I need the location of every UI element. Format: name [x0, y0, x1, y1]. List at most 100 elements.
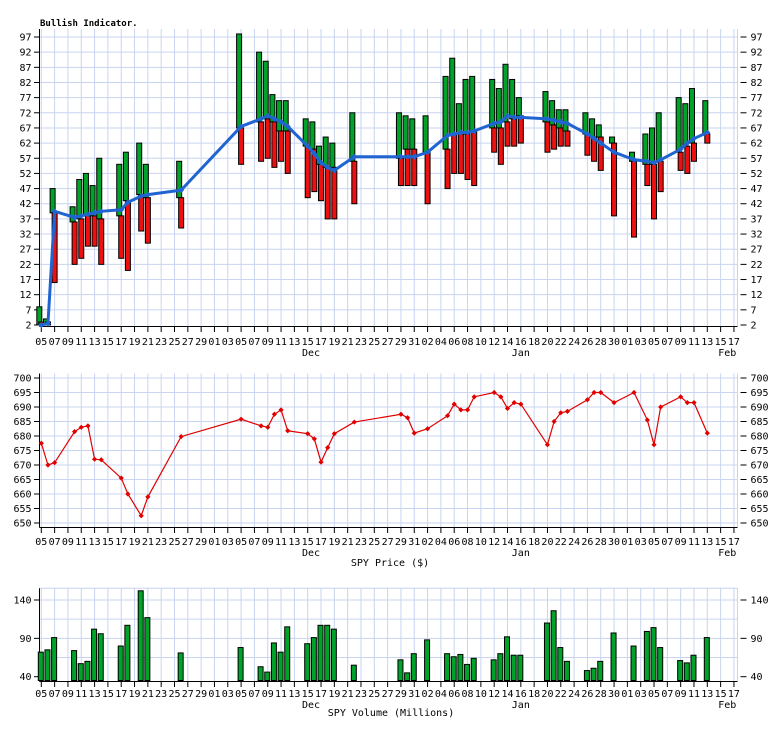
y-tick-label: 670	[751, 461, 769, 472]
price-marker	[444, 413, 451, 419]
volume-bar	[77, 663, 84, 682]
x-tick-label: 15	[715, 337, 727, 348]
volume-bar	[144, 617, 151, 681]
month-label: Feb	[718, 700, 736, 711]
x-tick-label: 13	[701, 689, 713, 700]
volume-bar	[610, 632, 617, 682]
volume-bar	[517, 654, 524, 681]
volume-bar	[490, 659, 497, 681]
indicator-green-bar	[555, 109, 562, 129]
indicator-green-bar	[682, 103, 689, 147]
x-tick-label: 19	[328, 537, 340, 548]
indicator-red-bar	[564, 130, 571, 147]
x-tick-label: 15	[302, 537, 314, 548]
indicator-red-bar	[504, 121, 511, 147]
volume-bar	[457, 653, 464, 681]
x-tick-label: 30	[608, 337, 620, 348]
y-tick-label: 22	[751, 260, 763, 271]
price-marker	[498, 394, 504, 400]
x-tick-label: 25	[168, 689, 180, 700]
y-tick-label: 650	[751, 519, 769, 530]
x-tick-label: 19	[328, 689, 340, 700]
volume-bar	[470, 657, 477, 681]
x-tick-label: 13	[89, 537, 101, 548]
volume-bar	[124, 624, 131, 681]
indicator-red-bar	[491, 127, 498, 153]
y-tick-label: 67	[19, 123, 31, 134]
y-tick-label: 660	[751, 490, 769, 501]
volume-bar	[117, 645, 124, 682]
x-tick-label: 12	[488, 537, 500, 548]
ma-marker	[591, 135, 598, 142]
y-tick-label: 92	[19, 48, 31, 59]
price-marker	[491, 389, 497, 396]
price-marker	[411, 430, 417, 436]
x-tick-label: 20	[541, 537, 553, 548]
volume-bar	[650, 627, 657, 681]
price-marker	[691, 400, 697, 406]
y-tick-label: 37	[19, 214, 31, 225]
y-tick-label: 670	[13, 461, 31, 472]
volume-bar	[444, 653, 451, 682]
price-marker	[331, 431, 337, 437]
x-tick-label: 27	[182, 537, 194, 548]
ma-marker	[138, 193, 145, 200]
indicator-red-bar	[144, 197, 151, 244]
x-tick-label: 23	[355, 537, 367, 548]
volume-bar	[264, 671, 271, 682]
ma-marker	[331, 167, 338, 174]
indicator-red-bar	[411, 148, 418, 187]
price-marker	[611, 400, 617, 406]
x-tick-label: 09	[62, 537, 74, 548]
y-tick-label: 67	[751, 123, 763, 134]
price-marker	[72, 429, 78, 435]
indicator-red-bar	[444, 148, 451, 190]
indicator-red-bar	[544, 121, 551, 153]
indicator-red-bar	[351, 160, 358, 205]
price-marker	[138, 513, 144, 519]
price-marker	[704, 430, 710, 436]
indicator-red-bar	[657, 160, 664, 193]
ma-marker	[677, 146, 684, 153]
y-tick-label: 97	[19, 32, 31, 43]
x-tick-label: 21	[342, 337, 354, 348]
x-tick-label: 10	[475, 537, 487, 548]
y-tick-label: 695	[751, 388, 769, 399]
x-tick-label: 09	[675, 537, 687, 548]
x-tick-label: 16	[515, 337, 527, 348]
month-label: Feb	[718, 548, 736, 559]
x-tick-label: 08	[462, 337, 474, 348]
price-marker	[98, 457, 104, 463]
volume-bar	[277, 651, 284, 682]
price-marker	[544, 442, 551, 448]
x-tick-label: 19	[129, 689, 141, 700]
indicator-green-bar	[702, 100, 709, 135]
x-tick-label: 06	[448, 337, 460, 348]
month-label: Feb	[718, 348, 736, 359]
volume-bar	[597, 660, 604, 681]
indicator-red-bar	[124, 200, 131, 271]
indicator-red-bar	[677, 151, 684, 171]
price-marker	[631, 389, 637, 396]
x-tick-label: 04	[435, 537, 447, 548]
x-tick-label: 16	[515, 537, 527, 548]
x-tick-label: 08	[462, 689, 474, 700]
y-tick-label: 17	[751, 275, 763, 286]
ma-marker	[497, 118, 504, 125]
y-tick-label: 690	[751, 403, 769, 414]
x-tick-label: 10	[475, 337, 487, 348]
volume-bar	[424, 639, 431, 681]
x-tick-label: 21	[142, 537, 154, 548]
x-tick-label: 01	[208, 537, 220, 548]
x-tick-label: 09	[262, 689, 274, 700]
y-tick-label: 675	[13, 446, 31, 457]
y-tick-label: 665	[751, 475, 769, 486]
x-tick-label: 27	[382, 337, 394, 348]
ma-marker	[471, 127, 478, 134]
ma-marker	[544, 115, 551, 122]
x-tick-label: 07	[661, 537, 673, 548]
